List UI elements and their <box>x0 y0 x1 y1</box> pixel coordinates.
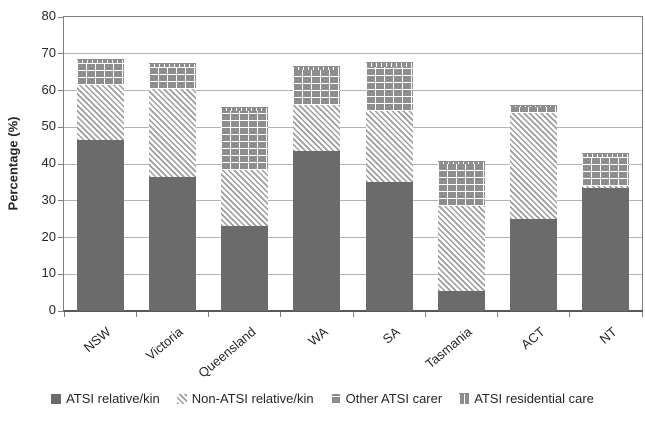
legend-swatch-vlines-icon <box>459 393 470 404</box>
bar-queensland <box>221 17 269 311</box>
y-tick-mark-70 <box>58 53 64 55</box>
segment-nt-other-atsi-carer <box>582 157 630 187</box>
segment-victoria-atsi-relative-kin <box>148 176 196 311</box>
bar-victoria <box>148 17 196 311</box>
category-boundary-tick <box>135 312 137 317</box>
plot-area <box>58 16 643 317</box>
y-tick-mark-40 <box>58 163 64 165</box>
legend: ATSI relative/kin Non-ATSI relative/kin Ot… <box>0 391 645 406</box>
legend-swatch-hatch-icon <box>176 393 187 404</box>
y-tick-label-30: 30 <box>41 191 56 207</box>
segment-victoria-atsi-residential-care <box>148 62 196 67</box>
gridline-60 <box>64 90 642 91</box>
gridline-50 <box>64 126 642 128</box>
x-axis-line <box>63 310 643 312</box>
bar-nt <box>582 17 630 311</box>
segment-tasmania-non-atsi-relative-kin <box>437 206 485 291</box>
segment-nsw-atsi-relative-kin <box>76 140 124 311</box>
segment-nt-non-atsi-relative-kin <box>582 186 630 188</box>
legend-label: ATSI residential care <box>474 391 594 406</box>
segment-nsw-non-atsi-relative-kin <box>76 85 124 141</box>
legend-label: Non-ATSI relative/kin <box>191 391 314 406</box>
segment-act-atsi-residential-care <box>510 104 558 108</box>
y-tick-mark-20 <box>58 237 64 238</box>
category-boundary-tick <box>63 312 65 317</box>
segment-wa-other-atsi-carer <box>293 70 341 106</box>
segment-sa-atsi-relative-kin <box>365 182 413 311</box>
gridline-20 <box>64 237 642 238</box>
segment-nt-atsi-residential-care <box>582 153 630 158</box>
y-tick-label-10: 10 <box>41 265 56 281</box>
segment-act-non-atsi-relative-kin <box>510 112 558 220</box>
gridline-30 <box>64 200 642 202</box>
bar-wa <box>293 17 341 311</box>
y-tick-mark-10 <box>58 273 64 275</box>
segment-queensland-other-atsi-carer <box>221 110 269 170</box>
category-boundary-tick <box>208 312 209 317</box>
segment-tasmania-atsi-relative-kin <box>437 290 485 311</box>
segment-queensland-non-atsi-relative-kin <box>221 169 269 227</box>
gridline-40 <box>64 163 642 165</box>
y-tick-mark-30 <box>58 200 64 202</box>
category-boundary-tick <box>497 312 498 317</box>
y-tick-label-70: 70 <box>41 44 56 60</box>
y-tick-label-50: 50 <box>41 118 56 134</box>
category-boundary-tick <box>569 312 571 317</box>
segment-victoria-non-atsi-relative-kin <box>148 88 196 177</box>
legend-item-non-atsi-relative-kin: Non-ATSI relative/kin <box>176 391 314 406</box>
segment-wa-atsi-residential-care <box>293 66 341 71</box>
bar-tasmania <box>437 17 485 311</box>
legend-item-atsi-residential-care: ATSI residential care <box>459 391 594 406</box>
category-boundary-tick <box>424 312 426 317</box>
y-tick-label-80: 80 <box>41 8 56 23</box>
bar-nsw <box>76 17 124 311</box>
y-tick-label-0: 0 <box>48 302 56 317</box>
segment-nt-atsi-relative-kin <box>582 187 630 311</box>
y-tick-mark-60 <box>58 90 64 91</box>
segment-act-other-atsi-carer <box>510 107 558 113</box>
category-boundary-tick <box>280 312 282 317</box>
gridline-10 <box>64 273 642 275</box>
y-tick-label-20: 20 <box>41 228 56 244</box>
segment-nsw-atsi-residential-care <box>76 59 124 63</box>
bar-sa <box>365 17 413 311</box>
segment-sa-atsi-residential-care <box>365 61 413 67</box>
y-tick-label-60: 60 <box>41 81 56 97</box>
segment-queensland-atsi-residential-care <box>221 106 269 111</box>
segment-act-atsi-relative-kin <box>510 219 558 311</box>
category-boundary-tick <box>641 312 643 317</box>
y-tick-mark-50 <box>58 126 64 128</box>
y-tick-mark-80 <box>58 16 64 18</box>
y-tick-mark-0 <box>58 310 64 312</box>
segment-victoria-other-atsi-carer <box>148 66 196 89</box>
legend-swatch-solid-icon <box>51 393 62 404</box>
segment-wa-atsi-relative-kin <box>293 151 341 311</box>
bar-act <box>510 17 558 311</box>
category-boundary-tick <box>352 312 354 317</box>
segment-nsw-other-atsi-carer <box>76 62 124 85</box>
legend-swatch-grid-icon <box>330 393 341 404</box>
segment-tasmania-atsi-residential-care <box>437 161 485 164</box>
legend-label: Other ATSI carer <box>345 391 443 406</box>
segment-wa-non-atsi-relative-kin <box>293 105 341 152</box>
legend-item-atsi-relative-kin: ATSI relative/kin <box>51 391 160 406</box>
y-tick-label-40: 40 <box>41 155 56 170</box>
legend-item-other-atsi-carer: Other ATSI carer <box>330 391 443 406</box>
segment-sa-non-atsi-relative-kin <box>365 110 413 183</box>
gridline-70 <box>64 53 642 55</box>
segment-queensland-atsi-relative-kin <box>221 226 269 311</box>
segment-tasmania-other-atsi-carer <box>437 164 485 207</box>
legend-label: ATSI relative/kin <box>66 391 160 406</box>
segment-sa-other-atsi-carer <box>365 66 413 111</box>
